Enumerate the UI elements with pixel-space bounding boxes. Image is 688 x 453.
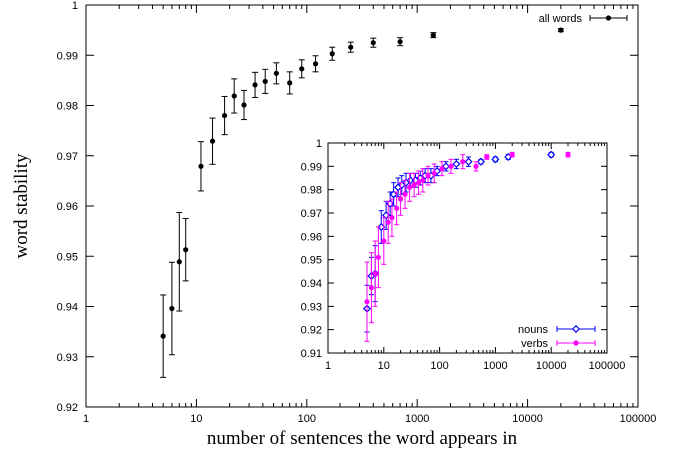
data-point bbox=[397, 196, 404, 202]
data-point bbox=[209, 138, 216, 144]
inset-y-tick-label: 0.99 bbox=[301, 161, 322, 173]
data-point bbox=[375, 254, 381, 260]
data-point bbox=[452, 159, 461, 169]
main-y-tick-label: 0.94 bbox=[57, 302, 78, 314]
main-y-tick-label: 0.99 bbox=[57, 50, 78, 62]
data-point bbox=[491, 155, 500, 164]
data-point bbox=[476, 157, 485, 166]
data-point bbox=[397, 39, 403, 45]
inset-x-tick-label: 10000 bbox=[536, 360, 567, 372]
data-point bbox=[169, 305, 175, 312]
legend-marker bbox=[605, 15, 612, 21]
data-point bbox=[329, 51, 335, 57]
main-y-tick-label: 1 bbox=[72, 0, 78, 12]
main-x-tick-label: 1000 bbox=[405, 413, 429, 425]
data-point bbox=[415, 180, 422, 186]
data-point bbox=[160, 333, 166, 339]
inset-y-tick-label: 0.95 bbox=[301, 255, 322, 267]
main-x-tick-label: 100000 bbox=[620, 413, 657, 425]
main-y-tick-label: 0.95 bbox=[57, 251, 78, 263]
data-point bbox=[420, 177, 426, 183]
data-point bbox=[425, 173, 431, 179]
data-point bbox=[385, 219, 391, 225]
main-x-tick-label: 10000 bbox=[512, 413, 543, 425]
data-point bbox=[183, 247, 189, 253]
data-point bbox=[273, 70, 279, 76]
data-point bbox=[439, 166, 445, 172]
data-point bbox=[430, 32, 436, 38]
inset-x-tick-label: 1 bbox=[325, 360, 331, 372]
data-point bbox=[448, 163, 454, 169]
main-x-tick-label: 1 bbox=[83, 413, 89, 425]
inset-y-tick-label: 0.97 bbox=[301, 208, 322, 220]
data-point bbox=[389, 190, 398, 199]
legend-label: all words bbox=[539, 13, 583, 25]
data-point bbox=[364, 299, 370, 305]
data-point bbox=[252, 82, 258, 88]
data-point bbox=[221, 112, 228, 119]
data-point bbox=[402, 191, 408, 197]
data-point bbox=[299, 66, 305, 72]
main-frame bbox=[85, 4, 639, 408]
data-point bbox=[231, 93, 237, 99]
data-point bbox=[381, 238, 387, 244]
main-x-axis-title: number of sentences the word appears in bbox=[207, 428, 518, 449]
inset-y-tick-label: 0.92 bbox=[301, 325, 322, 337]
inset-y-tick-label: 0.94 bbox=[301, 278, 322, 290]
data-point bbox=[565, 152, 571, 158]
data-point bbox=[407, 184, 413, 190]
main-y-tick-label: 0.96 bbox=[57, 201, 78, 213]
inset-y-tick-label: 0.93 bbox=[301, 301, 322, 313]
main-y-tick-label: 0.97 bbox=[57, 151, 78, 163]
inset-y-tick-label: 0.98 bbox=[301, 185, 322, 197]
data-point bbox=[389, 215, 395, 221]
data-point bbox=[484, 154, 490, 160]
data-point bbox=[312, 61, 319, 67]
inset-y-tick-label: 0.96 bbox=[301, 231, 322, 243]
data-point bbox=[262, 78, 268, 84]
main-series-all-words bbox=[160, 27, 564, 378]
main-y-tick-label: 0.92 bbox=[57, 402, 78, 414]
data-point bbox=[287, 80, 293, 86]
data-point bbox=[176, 259, 182, 265]
legend-marker bbox=[571, 324, 581, 334]
data-point bbox=[241, 102, 247, 108]
data-point bbox=[509, 152, 515, 158]
data-point bbox=[198, 163, 204, 169]
data-point bbox=[558, 27, 564, 33]
data-point bbox=[460, 159, 466, 165]
inset-x-tick-label: 1000 bbox=[483, 360, 507, 372]
legend-label: verbs bbox=[521, 338, 548, 350]
main-y-tick-label: 0.98 bbox=[57, 101, 78, 113]
data-point bbox=[473, 163, 479, 169]
inset-y-tick-label: 1 bbox=[316, 138, 322, 150]
data-point bbox=[368, 285, 375, 291]
main-y-axis-title: word stability bbox=[11, 153, 32, 259]
inset-y-tick-label: 0.91 bbox=[301, 348, 322, 360]
inset-plot-area bbox=[328, 143, 607, 353]
inset-frame bbox=[327, 142, 608, 354]
inset-x-tick-label: 100 bbox=[430, 360, 448, 372]
data-point bbox=[370, 40, 376, 46]
data-point bbox=[411, 182, 417, 188]
data-point bbox=[431, 170, 437, 176]
inset-x-tick-label: 100000 bbox=[589, 360, 626, 372]
main-x-tick-label: 100 bbox=[298, 413, 316, 425]
inset-plot: 1 10 100 1000 10000 100000 0.91 0.92 0.93 0.94 0.9… bbox=[301, 138, 626, 372]
legend-marker bbox=[573, 340, 579, 346]
legend-label: nouns bbox=[518, 324, 548, 336]
inset-x-tick-label: 10 bbox=[378, 360, 390, 372]
data-point bbox=[348, 44, 354, 50]
data-point bbox=[464, 157, 473, 166]
main-x-tick-label: 10 bbox=[190, 413, 202, 425]
data-point bbox=[547, 150, 556, 159]
data-point bbox=[372, 271, 378, 277]
inset-series-verbs bbox=[364, 151, 571, 342]
data-point bbox=[394, 205, 400, 211]
main-y-tick-label: 0.93 bbox=[57, 352, 78, 364]
